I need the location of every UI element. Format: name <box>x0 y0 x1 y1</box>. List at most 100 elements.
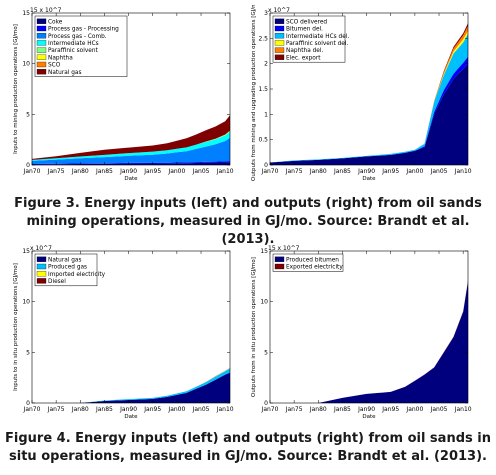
legend-swatch <box>36 263 47 270</box>
legend-swatch <box>36 271 47 277</box>
x-tick-label: Jan05 <box>430 406 448 413</box>
x-tick-label: Jan75 <box>47 168 65 175</box>
y-tick-label: 15 <box>22 248 30 255</box>
x-tick-label: Jan75 <box>47 406 65 413</box>
y-tick-label: 5 <box>26 349 30 356</box>
plot-frame <box>269 250 469 404</box>
legend-swatch <box>274 33 285 39</box>
x-tick-label: Jan00 <box>167 168 185 175</box>
axis-exponent-label: x 10^7 <box>30 245 52 252</box>
x-tick-label: Jan95 <box>381 406 399 413</box>
legend-entry: Exported electricity <box>286 265 343 271</box>
legend-swatch <box>274 256 285 262</box>
legend-entry: Bitumen del. <box>286 27 323 33</box>
x-tick-label: Jan90 <box>357 406 375 413</box>
fig3-left-plot: 0 5 10 15 Jan70 Jan75 Jan80 Jan85 Jan90 Jan95 Jan0… <box>13 7 234 182</box>
area-series-1 <box>32 161 230 165</box>
y-tick-label: 0.5 <box>258 137 268 144</box>
x-tick-label: Jan85 <box>333 406 351 413</box>
plot-frame <box>31 12 231 166</box>
legend-box <box>272 15 346 63</box>
legend-entry: Paraffinic solvent <box>48 48 98 54</box>
x-axis-label: Date <box>362 414 376 420</box>
legend-swatch <box>36 69 47 75</box>
legend-box <box>34 15 128 77</box>
y-tick-label: 0 <box>264 162 268 169</box>
area-series-0 <box>32 162 230 165</box>
legend-entry: Elec. export <box>286 55 321 61</box>
figure-3-caption: Figure 3. Energy inputs (left) and outpu… <box>14 196 482 247</box>
x-axis-label: Date <box>362 176 376 182</box>
legend-swatch <box>274 25 285 32</box>
x-tick-label: Jan90 <box>119 168 137 175</box>
y-tick-label: 10 <box>22 61 30 68</box>
area-series-2 <box>32 137 230 164</box>
y-tick-label: 10 <box>22 299 30 306</box>
axis-exponent-label: 15 x 10^7 <box>268 245 300 252</box>
y-tick-label: 3 <box>264 10 268 17</box>
legend-swatch <box>36 256 47 262</box>
x-tick-label: Jan05 <box>430 168 448 175</box>
y-tick-label: 0 <box>264 400 268 407</box>
legend-entry: Produced gas <box>48 265 87 271</box>
y-tick-label: 15 <box>22 10 30 17</box>
x-tick-label: Jan10 <box>454 406 472 413</box>
x-tick-label: Jan70 <box>23 168 41 175</box>
legend-box <box>272 253 344 272</box>
legend-entry: Imported electricity <box>48 272 106 278</box>
y-tick-label: 10 <box>260 299 268 306</box>
y-axis-label: Inputs to mining production operations [… <box>13 24 19 154</box>
legend-swatch <box>274 40 285 46</box>
x-tick-label: Jan70 <box>23 406 41 413</box>
legend-entry: Intermediate HCs <box>48 41 99 47</box>
x-tick-label: Jan80 <box>71 168 89 175</box>
x-tick-label: Jan80 <box>71 406 89 413</box>
y-tick-label: 5 <box>26 111 30 118</box>
legend-entry: SCO delivered <box>286 19 327 25</box>
fig4-right-chart: 0 5 10 15 Jan70 Jan75 Jan80 Jan85 Jan90 Jan95 Jan0… <box>248 243 476 421</box>
y-axis-label: Outputs from mining and upgrading produc… <box>251 5 257 181</box>
legend-entry: Coke <box>48 19 63 25</box>
x-tick-label: Jan00 <box>405 168 423 175</box>
legend-swatch <box>36 33 47 39</box>
y-tick-label: 15 <box>260 248 268 255</box>
x-tick-label: Jan95 <box>143 168 161 175</box>
legend-entry: Naphtha del. <box>286 48 323 54</box>
legend-swatch <box>274 54 285 60</box>
legend-entry: Process gas - Processing <box>48 27 119 33</box>
fig3-right-plot: 0 0.5 1 1.5 2 2.5 3 Jan70 Jan75 Jan80 Jan85 Jan90 Ja… <box>251 5 472 182</box>
y-tick-label: 2.5 <box>258 35 268 42</box>
x-tick-label: Jan85 <box>333 168 351 175</box>
legend-swatch <box>36 278 47 284</box>
legend-swatch <box>274 18 285 24</box>
x-tick-label: Jan10 <box>216 168 234 175</box>
legend-swatch <box>274 47 285 53</box>
y-axis-label: Inputs to in situ production operations … <box>13 263 19 391</box>
x-axis-label: Date <box>124 414 138 420</box>
x-tick-label: Jan70 <box>261 406 279 413</box>
legend-entry: Natural gas <box>48 257 81 263</box>
y-tick-label: 0 <box>26 400 30 407</box>
x-tick-label: Jan00 <box>405 406 423 413</box>
legend-entry: Naphtha <box>48 55 73 61</box>
x-tick-label: Jan10 <box>454 168 472 175</box>
fig3-left-chart: 0 5 10 15 Jan70 Jan75 Jan80 Jan85 Jan90 Jan95 Jan0… <box>10 5 238 183</box>
x-tick-label: Jan90 <box>357 168 375 175</box>
y-tick-label: 1 <box>264 111 268 118</box>
legend-entry: Intermediate HCs del. <box>286 34 349 40</box>
legend-swatch <box>274 263 285 270</box>
legend-swatch <box>36 54 47 60</box>
legend-entry: Diesel <box>48 279 66 285</box>
legend-entry: Produced bitumen <box>286 257 339 263</box>
legend-swatch <box>36 25 47 32</box>
fig4-left-plot: 0 5 10 15 Jan70 Jan75 Jan80 Jan85 Jan90 Jan95 Jan0… <box>13 245 234 420</box>
x-tick-label: Jan80 <box>309 168 327 175</box>
area-series-0 <box>270 63 468 166</box>
x-tick-label: Jan85 <box>95 406 113 413</box>
fig4-right-plot: 0 5 10 15 Jan70 Jan75 Jan80 Jan85 Jan90 Jan95 Jan0… <box>251 245 472 420</box>
x-tick-label: Jan00 <box>167 406 185 413</box>
area-series-0 <box>270 281 468 403</box>
fig3-right-chart: 0 0.5 1 1.5 2 2.5 3 Jan70 Jan75 Jan80 Jan85 Jan90 Ja… <box>248 5 476 183</box>
y-tick-label: 5 <box>264 349 268 356</box>
y-tick-label: 2 <box>264 61 268 68</box>
